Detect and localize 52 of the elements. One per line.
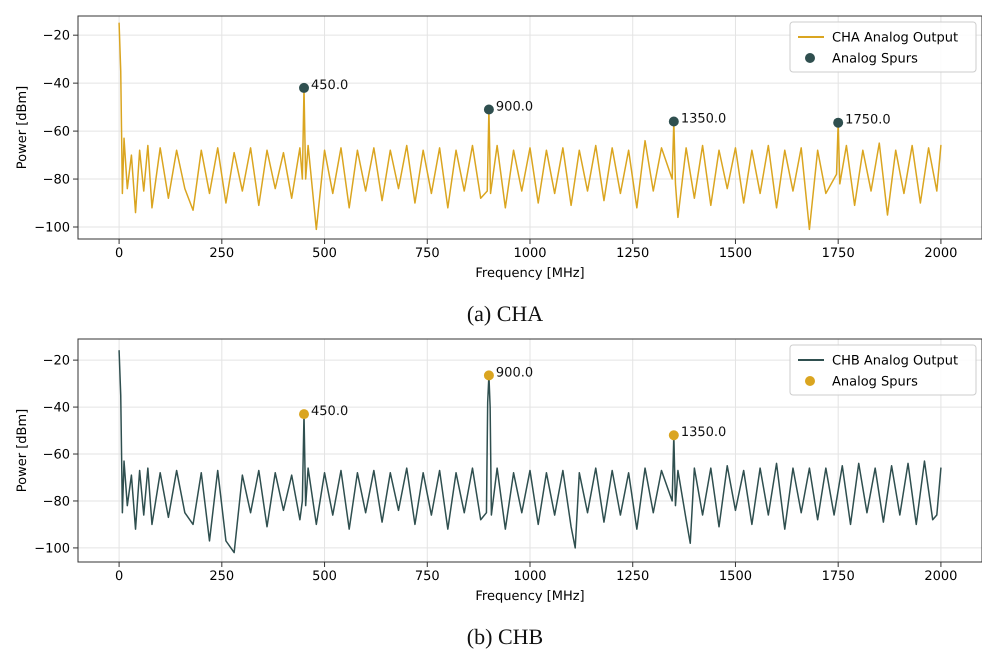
x-tick-label: 250 [209,246,234,261]
point [484,104,494,115]
point [299,409,309,420]
annotation: 1350.0 [680,425,726,440]
x-tick-label: 1500 [718,569,752,584]
x-tick-label: 1750 [822,569,855,584]
y-tick-label: −80 [42,172,70,188]
x-tick-label: 1000 [513,246,547,261]
y-tick-label: −40 [42,400,70,416]
text: (a) CHA [466,301,544,326]
x-tick-label: 1500 [718,246,752,261]
annotation: 1350.0 [680,112,726,127]
y-tick-label: −20 [42,354,70,369]
annotation: 450.0 [311,78,348,93]
x-tick-label: 0 [114,569,124,584]
y-tick-label: −60 [42,448,70,463]
legend-label: CHB Analog Output [832,354,958,368]
y-tick-label: −100 [34,541,70,556]
y-axis-title: Power [dBm] [15,408,30,492]
x-tick-label: 2000 [924,569,958,584]
legend-label: Analog Spurs [832,374,918,390]
x-tick-label: 1000 [513,569,547,584]
legend-label: Analog Spurs [832,52,918,66]
x-tick-label: 1250 [616,569,650,584]
point [668,430,679,440]
x-tick-label: 500 [312,569,337,584]
y-tick-label: −20 [42,28,70,44]
x-axis-title: Frequency [MHz] [475,589,585,604]
x-tick-label: 1750 [822,246,855,261]
x-tick-label: 1250 [616,246,650,261]
annotation: 900.0 [496,100,534,115]
y-tick-label: −100 [34,220,70,236]
point [833,118,844,128]
text: (b) CHB [466,624,544,649]
y-tick-label: −40 [42,76,70,92]
x-tick-label: 250 [209,569,234,584]
x-tick-label: 750 [414,569,440,584]
annotation: 450.0 [311,404,348,420]
x-tick-label: 500 [312,246,337,261]
y-axis-title: Power [dBm] [15,86,30,170]
point [299,82,309,93]
y-tick-label: −80 [42,494,70,510]
x-tick-label: 750 [414,246,440,261]
point [484,370,494,380]
annotation: 1750.0 [845,112,891,128]
x-axis-title: Frequency [MHz] [475,266,585,281]
annotation: 900.0 [496,365,534,380]
x-tick-label: 2000 [924,246,958,261]
legend-label: CHA Analog Output [832,30,958,46]
x-tick-label: 0 [114,246,124,261]
y-tick-label: −60 [42,124,70,140]
point [668,116,679,127]
